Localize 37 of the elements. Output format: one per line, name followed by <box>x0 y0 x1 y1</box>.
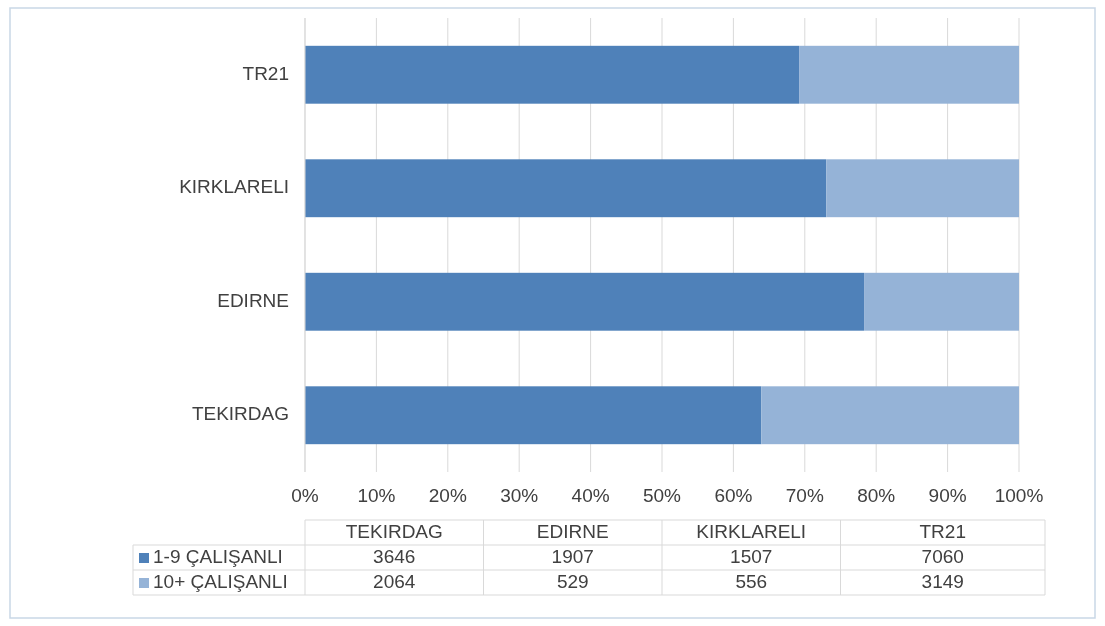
bar <box>305 159 827 218</box>
data-label: 3149 <box>921 570 964 592</box>
y-tick-label: KIRKLARELI <box>179 176 289 198</box>
bar <box>305 386 762 445</box>
data-label: 7060 <box>921 545 964 567</box>
bar <box>761 386 1019 445</box>
x-tick-label: 20% <box>428 485 467 507</box>
x-tick-label: 10% <box>357 485 396 507</box>
category-label: TR21 <box>919 520 966 542</box>
x-tick-label: 100% <box>994 485 1044 507</box>
data-label: 1907 <box>551 545 594 567</box>
category-label: KIRKLARELI <box>696 520 807 542</box>
data-label: 1507 <box>730 545 773 567</box>
x-tick-label: 0% <box>291 485 319 507</box>
x-tick-label: 80% <box>857 485 896 507</box>
category-label: TEKIRDAG <box>345 520 443 542</box>
x-tick-label: 60% <box>714 485 753 507</box>
bar <box>799 45 1019 104</box>
category-label: EDIRNE <box>536 520 609 542</box>
data-label: 3646 <box>373 545 416 567</box>
bar <box>864 272 1019 331</box>
y-tick-label: TR21 <box>242 62 289 84</box>
legend-label: 10+ ÇALIŞANLI <box>153 570 288 592</box>
x-tick-label: 70% <box>785 485 824 507</box>
bar <box>305 45 800 104</box>
y-tick-label: TEKIRDAG <box>191 403 289 425</box>
bar <box>826 159 1019 218</box>
x-tick-label: 40% <box>571 485 610 507</box>
legend-label: 1-9 ÇALIŞANLI <box>153 545 283 567</box>
x-tick-label: 50% <box>642 485 682 507</box>
x-tick-label: 30% <box>500 485 539 507</box>
bar <box>305 272 865 331</box>
y-tick-label: EDIRNE <box>217 289 289 311</box>
data-label: 556 <box>735 570 768 592</box>
data-label: 2064 <box>373 570 416 592</box>
x-tick-label: 90% <box>928 485 967 507</box>
data-label: 529 <box>556 570 589 592</box>
